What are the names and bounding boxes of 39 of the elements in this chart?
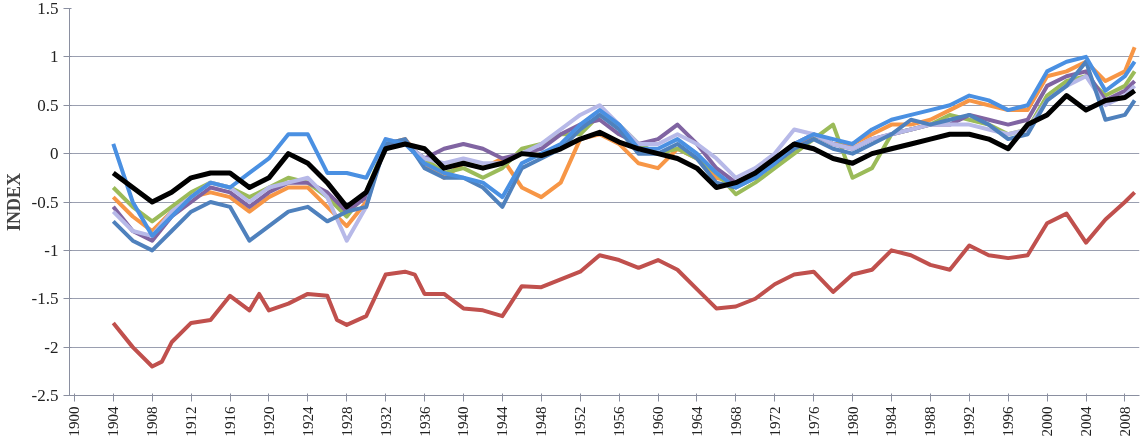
x-tick-label: 1984 <box>883 406 900 437</box>
line-series <box>111 190 1137 369</box>
y-tick-label: -1 <box>44 240 59 260</box>
x-tick-label: 1912 <box>183 406 200 437</box>
x-tick-label: 2008 <box>1116 406 1133 437</box>
x-tick-label: 1932 <box>377 406 394 437</box>
y-tick-label: 1 <box>50 47 59 67</box>
x-tick-label: 1916 <box>222 406 238 437</box>
x-tick-label: 1968 <box>727 406 744 437</box>
y-tick-label: -1.5 <box>31 289 59 309</box>
x-tick-label: 1996 <box>1000 406 1017 437</box>
x-tick-label: 1936 <box>416 406 433 437</box>
y-tick-label: -2 <box>44 337 59 357</box>
x-tick-label: 2000 <box>1039 406 1056 437</box>
x-tick-label: 1972 <box>766 406 783 437</box>
x-tick-label: 1920 <box>260 406 277 437</box>
x-tick-label: 1908 <box>144 406 161 437</box>
y-axis-title: INDEX <box>3 172 24 231</box>
x-tick-label: 1948 <box>533 406 550 437</box>
x-tick-label: 1944 <box>494 406 511 437</box>
y-tick-label: 0.5 <box>37 95 59 115</box>
x-tick-label: 1988 <box>922 406 939 437</box>
y-tick-label: 0 <box>50 144 59 164</box>
y-tick-label: 1.5 <box>37 0 59 18</box>
x-tick-label: 1952 <box>572 406 589 437</box>
x-tick-label: 1900 <box>66 406 83 437</box>
x-tick-label: 1992 <box>961 406 978 437</box>
x-tick-label: 2004 <box>1078 406 1094 437</box>
x-tick-label: 1960 <box>650 406 666 437</box>
x-tick-label: 1928 <box>338 406 355 437</box>
x-tick-label: 1956 <box>611 406 628 437</box>
y-tick-label: -2.5 <box>31 386 59 405</box>
x-tick-label: 1964 <box>688 406 705 437</box>
x-tick-label: 1976 <box>805 406 822 437</box>
y-tick-label: -0.5 <box>31 192 59 212</box>
x-tick-label: 1940 <box>455 406 472 437</box>
x-tick-label: 1980 <box>844 406 861 437</box>
x-tick-label: 1904 <box>105 406 122 437</box>
x-tick-label: 1924 <box>299 406 316 437</box>
